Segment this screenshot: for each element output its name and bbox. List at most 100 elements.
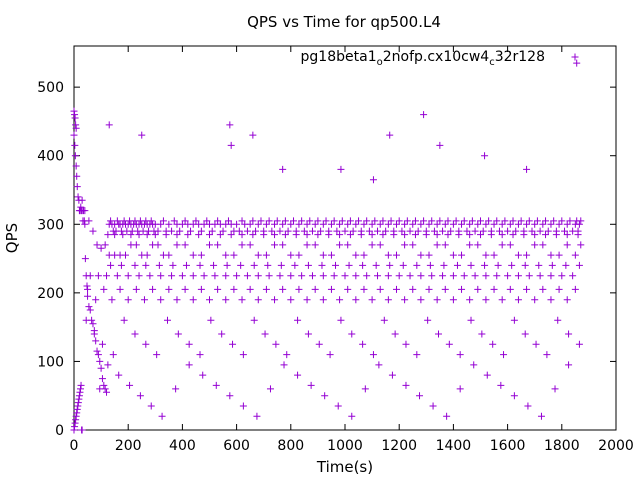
data-point [140, 296, 148, 304]
data-point [279, 165, 287, 173]
data-point [304, 261, 312, 269]
data-point [368, 231, 376, 239]
data-point [384, 296, 392, 304]
data-point [104, 361, 112, 369]
data-point [131, 261, 139, 269]
data-point [72, 162, 80, 170]
data-point [172, 385, 180, 393]
legend-marker [571, 53, 579, 61]
data-point [543, 351, 551, 359]
data-point [271, 241, 279, 249]
data-point [206, 296, 213, 304]
data-point [100, 381, 108, 389]
data-point [417, 272, 425, 280]
data-point [246, 241, 254, 249]
legend-label-mid: 2nofp.cx10cw4 [383, 49, 490, 65]
data-point [70, 426, 78, 434]
data-point [466, 296, 474, 304]
data-point [229, 340, 237, 348]
data-point [149, 285, 157, 293]
data-point [227, 141, 235, 149]
data-point [506, 285, 514, 293]
data-point [136, 392, 144, 400]
data-point [165, 285, 173, 293]
data-point [453, 261, 461, 269]
data-point [230, 251, 238, 259]
data-point [218, 330, 226, 338]
data-point [352, 272, 360, 280]
data-point [428, 272, 436, 280]
data-point [531, 296, 539, 304]
data-point [391, 330, 399, 338]
data-point [264, 261, 272, 269]
data-point [458, 285, 466, 293]
data-point [168, 227, 176, 235]
data-point [230, 285, 238, 293]
data-point [401, 296, 409, 304]
data-point [304, 330, 312, 338]
data-point [460, 217, 468, 225]
data-point [117, 261, 125, 269]
data-point [514, 272, 522, 280]
data-point [326, 351, 334, 359]
data-point [352, 296, 360, 304]
data-point [71, 114, 79, 122]
data-point [311, 241, 319, 249]
data-point [345, 261, 353, 269]
data-point [246, 285, 254, 293]
data-point [78, 196, 86, 204]
data-point [401, 241, 409, 249]
data-point [81, 255, 89, 263]
data-point [387, 217, 395, 225]
data-point [146, 272, 154, 280]
data-point [348, 412, 356, 420]
data-point [510, 392, 518, 400]
data-point [455, 231, 463, 239]
data-point [290, 217, 298, 225]
data-point [477, 217, 484, 225]
data-point [539, 241, 547, 249]
data-point [346, 217, 354, 225]
y-axis: 0 100 200 300 400 500 [37, 80, 616, 439]
data-point [439, 227, 447, 235]
data-point [508, 261, 516, 269]
legend-marker-symbol [571, 53, 579, 61]
data-point [283, 351, 291, 359]
data-point [521, 330, 529, 338]
data-point [262, 285, 270, 293]
data-point [493, 272, 501, 280]
data-point [287, 296, 295, 304]
data-point [162, 231, 170, 239]
data-point [94, 351, 102, 359]
data-point [107, 217, 115, 225]
data-point [533, 217, 541, 225]
data-point [158, 412, 166, 420]
x-tick-label: 600 [223, 438, 250, 454]
data-point [521, 261, 529, 269]
data-point [341, 227, 349, 235]
data-point [151, 231, 159, 239]
data-point [287, 251, 295, 259]
data-point [369, 351, 377, 359]
data-point [250, 316, 258, 324]
data-point [226, 121, 234, 129]
data-point [271, 296, 279, 304]
data-point [135, 272, 143, 280]
data-point [260, 231, 268, 239]
data-point [575, 261, 583, 269]
data-point [298, 217, 306, 225]
x-tick-label: 400 [169, 438, 196, 454]
data-point [109, 351, 117, 359]
data-point [577, 241, 585, 249]
data-point [337, 316, 345, 324]
y-tick-label: 500 [37, 80, 64, 96]
data-point [449, 251, 457, 259]
data-point [226, 392, 234, 400]
data-point [325, 231, 333, 239]
data-point [360, 251, 368, 259]
data-point [321, 392, 329, 400]
data-point [524, 402, 532, 410]
data-point [142, 261, 150, 269]
data-point [81, 220, 89, 228]
data-point [207, 316, 215, 324]
